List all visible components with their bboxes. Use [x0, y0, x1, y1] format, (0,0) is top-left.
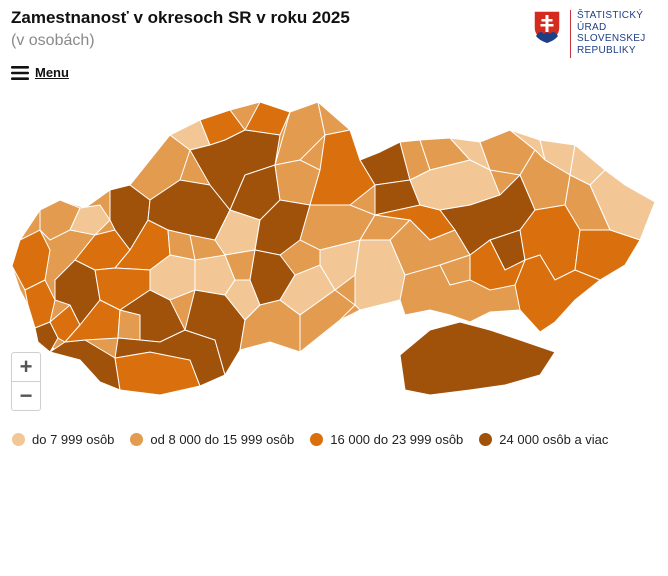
hamburger-icon [11, 65, 29, 80]
logo-line-1: ŠTATISTICKÝ [577, 10, 644, 21]
logo-line-3: SLOVENSKEJ [577, 33, 646, 44]
district-myjava[interactable] [69, 204, 111, 236]
district-sobrance[interactable] [574, 229, 641, 281]
legend-item-4[interactable]: 24 000 osôb a viac [479, 432, 608, 447]
legend-swatch-4 [479, 433, 493, 446]
logo-line-4: REPUBLIKY [577, 44, 636, 56]
legend-label-2: od 8 000 do 15 999 osôb [150, 432, 295, 447]
zoom-out-button[interactable]: − [12, 381, 40, 410]
map-legend: do 7 999 osôb od 8 000 do 15 999 osôb 16… [12, 432, 624, 447]
page-subtitle: (v osobách) [11, 32, 95, 49]
district-nove-zamky[interactable] [114, 329, 226, 387]
district-trebisov[interactable] [514, 254, 601, 333]
legend-item-2[interactable]: od 8 000 do 15 999 osôb [130, 432, 294, 447]
region-south-large[interactable] [399, 321, 556, 396]
district-kosice-south[interactable] [469, 239, 526, 291]
district-bratislava[interactable] [34, 321, 59, 353]
logo-divider [570, 10, 571, 58]
legend-label-4: 24 000 osôb a viac [499, 432, 609, 447]
menu-button[interactable]: Menu [11, 65, 69, 80]
legend-swatch-1 [12, 433, 25, 446]
zoom-in-button[interactable]: + [19, 354, 33, 379]
zoom-controls: + − [11, 352, 41, 411]
logo-text: ŠTATISTICKÝ ÚRAD SLOVENSKEJ REPUBLIKY [577, 10, 646, 56]
district-gelnica[interactable] [439, 254, 471, 286]
page-title: Zamestnanosť v okresoch SR v roku 2025 [11, 8, 350, 27]
menu-label: Menu [35, 65, 69, 80]
legend-label-3: 16 000 do 23 999 osôb [330, 432, 464, 447]
district-lucenec[interactable] [299, 289, 356, 354]
district-poltar[interactable] [319, 239, 361, 291]
statistical-office-logo[interactable]: ŠTATISTICKÝ ÚRAD SLOVENSKEJ REPUBLIKY [532, 10, 662, 60]
legend-label-1: do 7 999 osôb [32, 432, 115, 447]
legend-item-3[interactable]: 16 000 do 23 999 osôb [310, 432, 463, 447]
slovak-coat-of-arms-icon [533, 10, 561, 44]
legend-swatch-3 [310, 433, 324, 446]
logo-line-2: ÚRAD [577, 21, 607, 33]
slovakia-district-map[interactable] [0, 90, 668, 410]
legend-swatch-2 [130, 433, 144, 446]
legend-item-1[interactable]: do 7 999 osôb [12, 432, 114, 447]
